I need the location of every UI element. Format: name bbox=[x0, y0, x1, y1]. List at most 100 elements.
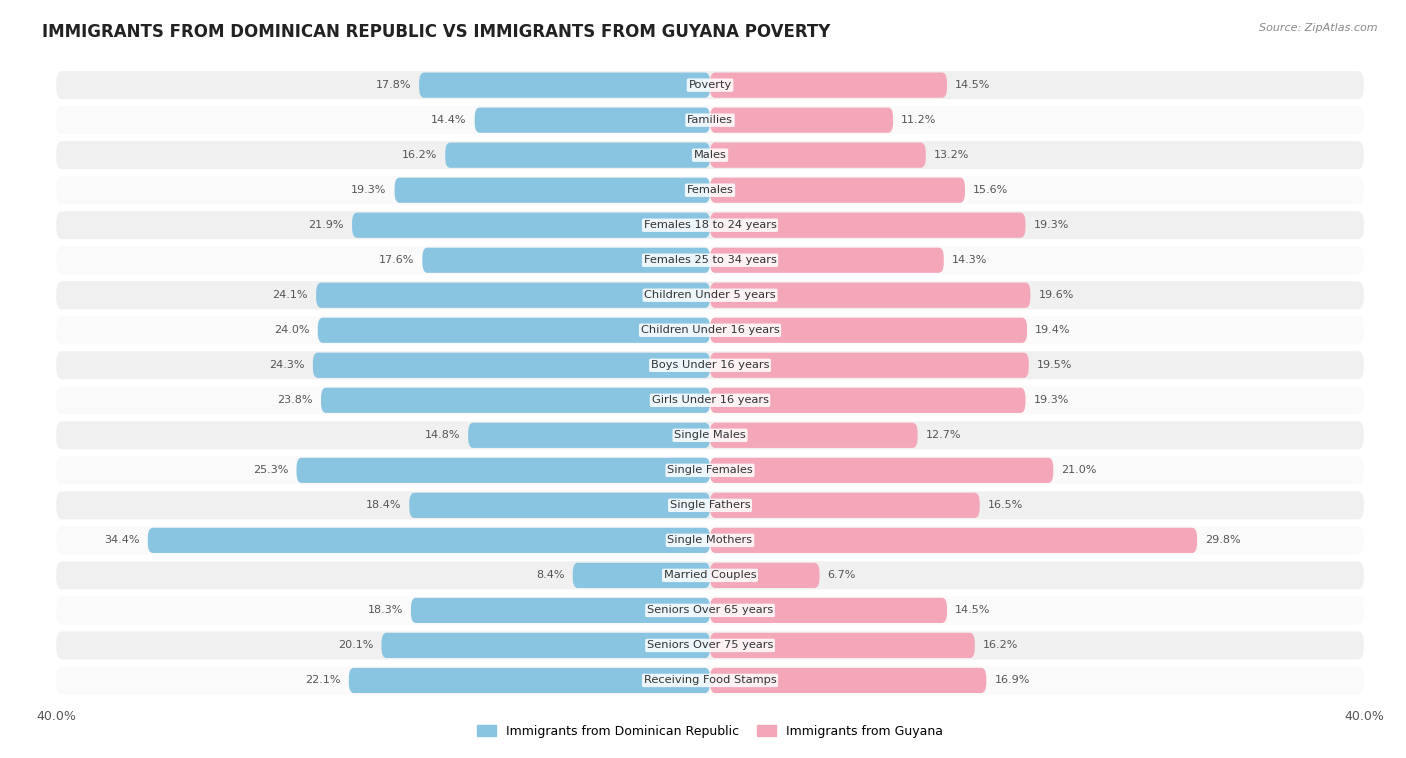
Text: Single Males: Single Males bbox=[673, 431, 747, 440]
FancyBboxPatch shape bbox=[56, 491, 1364, 519]
Text: 14.4%: 14.4% bbox=[432, 115, 467, 125]
FancyBboxPatch shape bbox=[710, 248, 943, 273]
FancyBboxPatch shape bbox=[316, 283, 710, 308]
FancyBboxPatch shape bbox=[56, 631, 1364, 659]
Text: 19.3%: 19.3% bbox=[1033, 221, 1069, 230]
Text: Girls Under 16 years: Girls Under 16 years bbox=[651, 396, 769, 406]
Text: 11.2%: 11.2% bbox=[901, 115, 936, 125]
Text: 24.1%: 24.1% bbox=[273, 290, 308, 300]
FancyBboxPatch shape bbox=[710, 143, 925, 168]
FancyBboxPatch shape bbox=[352, 212, 710, 238]
FancyBboxPatch shape bbox=[56, 71, 1364, 99]
Text: 19.3%: 19.3% bbox=[1033, 396, 1069, 406]
Text: 18.4%: 18.4% bbox=[366, 500, 401, 510]
Text: 16.5%: 16.5% bbox=[988, 500, 1024, 510]
Text: 14.5%: 14.5% bbox=[955, 80, 991, 90]
FancyBboxPatch shape bbox=[710, 177, 965, 203]
FancyBboxPatch shape bbox=[56, 106, 1364, 134]
FancyBboxPatch shape bbox=[710, 458, 1053, 483]
FancyBboxPatch shape bbox=[710, 387, 1025, 413]
FancyBboxPatch shape bbox=[148, 528, 710, 553]
FancyBboxPatch shape bbox=[56, 387, 1364, 415]
FancyBboxPatch shape bbox=[314, 352, 710, 378]
Text: 21.9%: 21.9% bbox=[308, 221, 344, 230]
Text: Single Fathers: Single Fathers bbox=[669, 500, 751, 510]
FancyBboxPatch shape bbox=[710, 528, 1197, 553]
Text: 21.0%: 21.0% bbox=[1062, 465, 1097, 475]
Text: Females 25 to 34 years: Females 25 to 34 years bbox=[644, 255, 776, 265]
FancyBboxPatch shape bbox=[422, 248, 710, 273]
Text: 14.5%: 14.5% bbox=[955, 606, 991, 615]
FancyBboxPatch shape bbox=[475, 108, 710, 133]
Text: 12.7%: 12.7% bbox=[925, 431, 962, 440]
FancyBboxPatch shape bbox=[297, 458, 710, 483]
FancyBboxPatch shape bbox=[56, 562, 1364, 590]
FancyBboxPatch shape bbox=[710, 283, 1031, 308]
Text: 34.4%: 34.4% bbox=[104, 535, 139, 545]
FancyBboxPatch shape bbox=[710, 108, 893, 133]
FancyBboxPatch shape bbox=[56, 176, 1364, 204]
Text: IMMIGRANTS FROM DOMINICAN REPUBLIC VS IMMIGRANTS FROM GUYANA POVERTY: IMMIGRANTS FROM DOMINICAN REPUBLIC VS IM… bbox=[42, 23, 831, 41]
FancyBboxPatch shape bbox=[56, 456, 1364, 484]
FancyBboxPatch shape bbox=[56, 246, 1364, 274]
Text: 14.8%: 14.8% bbox=[425, 431, 460, 440]
Text: Families: Families bbox=[688, 115, 733, 125]
Text: 19.5%: 19.5% bbox=[1038, 360, 1073, 370]
FancyBboxPatch shape bbox=[710, 318, 1028, 343]
FancyBboxPatch shape bbox=[56, 597, 1364, 625]
Text: Boys Under 16 years: Boys Under 16 years bbox=[651, 360, 769, 370]
FancyBboxPatch shape bbox=[572, 562, 710, 588]
Text: 6.7%: 6.7% bbox=[828, 570, 856, 581]
Text: 29.8%: 29.8% bbox=[1205, 535, 1241, 545]
FancyBboxPatch shape bbox=[710, 73, 948, 98]
Text: 25.3%: 25.3% bbox=[253, 465, 288, 475]
FancyBboxPatch shape bbox=[468, 423, 710, 448]
FancyBboxPatch shape bbox=[381, 633, 710, 658]
Text: Single Mothers: Single Mothers bbox=[668, 535, 752, 545]
Text: 23.8%: 23.8% bbox=[277, 396, 314, 406]
Text: 24.0%: 24.0% bbox=[274, 325, 309, 335]
FancyBboxPatch shape bbox=[318, 318, 710, 343]
Text: 18.3%: 18.3% bbox=[367, 606, 402, 615]
FancyBboxPatch shape bbox=[56, 351, 1364, 379]
Text: Females 18 to 24 years: Females 18 to 24 years bbox=[644, 221, 776, 230]
FancyBboxPatch shape bbox=[56, 281, 1364, 309]
FancyBboxPatch shape bbox=[710, 598, 948, 623]
FancyBboxPatch shape bbox=[710, 668, 986, 693]
FancyBboxPatch shape bbox=[411, 598, 710, 623]
Text: 16.9%: 16.9% bbox=[994, 675, 1029, 685]
FancyBboxPatch shape bbox=[56, 141, 1364, 169]
Text: Married Couples: Married Couples bbox=[664, 570, 756, 581]
Text: Children Under 5 years: Children Under 5 years bbox=[644, 290, 776, 300]
Text: 22.1%: 22.1% bbox=[305, 675, 340, 685]
FancyBboxPatch shape bbox=[710, 562, 820, 588]
Text: Receiving Food Stamps: Receiving Food Stamps bbox=[644, 675, 776, 685]
Text: 20.1%: 20.1% bbox=[337, 641, 374, 650]
Text: 16.2%: 16.2% bbox=[402, 150, 437, 160]
FancyBboxPatch shape bbox=[710, 352, 1029, 378]
FancyBboxPatch shape bbox=[395, 177, 710, 203]
FancyBboxPatch shape bbox=[321, 387, 710, 413]
Text: Seniors Over 65 years: Seniors Over 65 years bbox=[647, 606, 773, 615]
Text: 14.3%: 14.3% bbox=[952, 255, 987, 265]
Text: Seniors Over 75 years: Seniors Over 75 years bbox=[647, 641, 773, 650]
Text: 19.6%: 19.6% bbox=[1039, 290, 1074, 300]
Text: Males: Males bbox=[693, 150, 727, 160]
FancyBboxPatch shape bbox=[56, 211, 1364, 240]
Text: Females: Females bbox=[686, 185, 734, 196]
FancyBboxPatch shape bbox=[446, 143, 710, 168]
FancyBboxPatch shape bbox=[419, 73, 710, 98]
Text: 19.4%: 19.4% bbox=[1035, 325, 1071, 335]
Text: Source: ZipAtlas.com: Source: ZipAtlas.com bbox=[1260, 23, 1378, 33]
Text: 17.8%: 17.8% bbox=[375, 80, 411, 90]
Text: 13.2%: 13.2% bbox=[934, 150, 969, 160]
Text: Children Under 16 years: Children Under 16 years bbox=[641, 325, 779, 335]
FancyBboxPatch shape bbox=[56, 316, 1364, 344]
FancyBboxPatch shape bbox=[409, 493, 710, 518]
Text: 16.2%: 16.2% bbox=[983, 641, 1018, 650]
Text: 15.6%: 15.6% bbox=[973, 185, 1008, 196]
Text: 19.3%: 19.3% bbox=[352, 185, 387, 196]
FancyBboxPatch shape bbox=[710, 423, 918, 448]
FancyBboxPatch shape bbox=[710, 212, 1025, 238]
Text: Poverty: Poverty bbox=[689, 80, 731, 90]
